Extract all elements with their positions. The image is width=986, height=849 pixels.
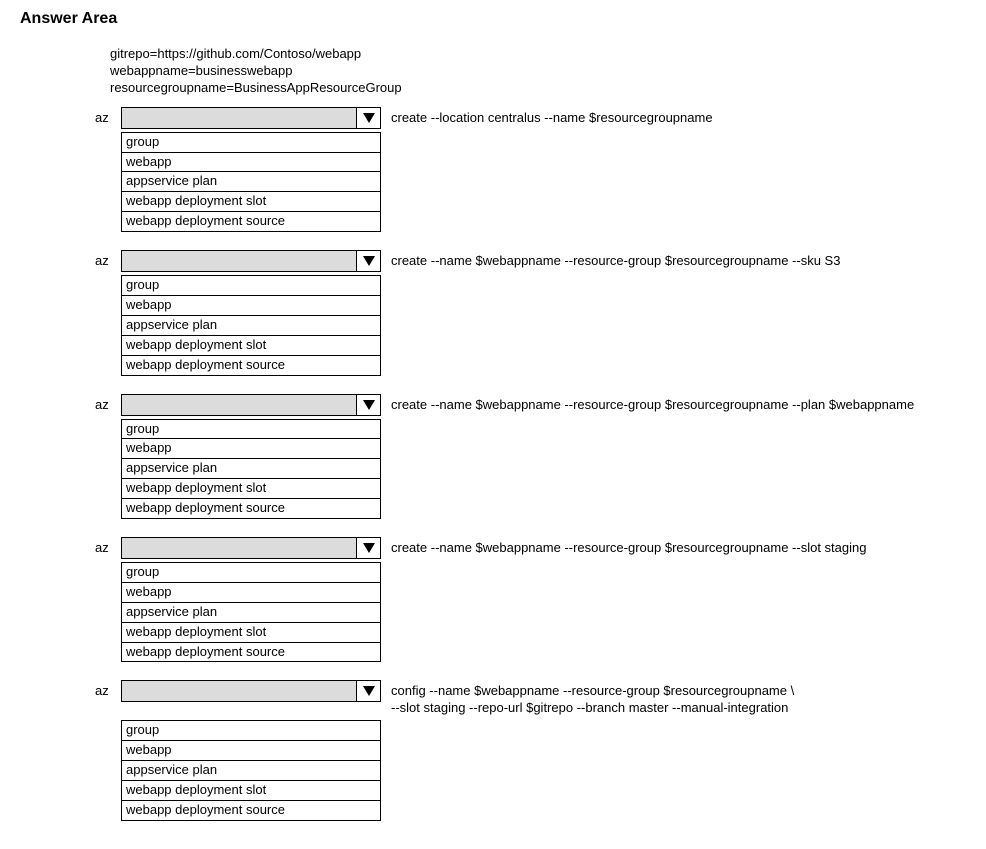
dropdown-option[interactable]: group [122, 276, 380, 296]
command-row: az create --name $webappname --resource-g… [95, 250, 966, 272]
dropdown-options-list: groupwebappappservice planwebapp deploym… [121, 132, 381, 232]
command-block: az create --name $webappname --resource-g… [95, 537, 966, 662]
command-dropdown[interactable] [121, 537, 381, 559]
dropdown-options-list: groupwebappappservice planwebapp deploym… [121, 275, 381, 375]
dropdown-option[interactable]: appservice plan [122, 459, 380, 479]
dropdown-option[interactable]: webapp deployment slot [122, 479, 380, 499]
dropdown-option[interactable]: webapp deployment source [122, 801, 380, 820]
chevron-down-icon[interactable] [356, 538, 380, 558]
dropdown-option[interactable]: webapp deployment source [122, 643, 380, 662]
dropdown-option[interactable]: appservice plan [122, 761, 380, 781]
dropdown-option[interactable]: webapp [122, 583, 380, 603]
command-dropdown[interactable] [121, 107, 381, 129]
dropdown-option[interactable]: webapp [122, 439, 380, 459]
page-title: Answer Area [20, 10, 966, 28]
dropdown-option[interactable]: webapp deployment slot [122, 623, 380, 643]
command-dropdown[interactable] [121, 250, 381, 272]
dropdown-option[interactable]: webapp deployment slot [122, 336, 380, 356]
var-line-1: gitrepo=https://github.com/Contoso/webap… [110, 46, 966, 63]
dropdown-option[interactable]: webapp [122, 741, 380, 761]
dropdown-option[interactable]: appservice plan [122, 603, 380, 623]
dropdown-option[interactable]: webapp deployment source [122, 356, 380, 375]
command-block: az create --name $webappname --resource-g… [95, 250, 966, 375]
az-prefix: az [95, 250, 115, 268]
dropdown-option[interactable]: webapp [122, 296, 380, 316]
az-prefix: az [95, 680, 115, 698]
dropdown-option[interactable]: webapp deployment source [122, 499, 380, 518]
variable-block: gitrepo=https://github.com/Contoso/webap… [110, 46, 966, 97]
dropdown-option[interactable]: group [122, 563, 380, 583]
command-row: az create --name $webappname --resource-g… [95, 537, 966, 559]
dropdown-option[interactable]: group [122, 420, 380, 440]
command-suffix: create --name $webappname --resource-gro… [391, 537, 866, 557]
dropdown-option[interactable]: webapp deployment slot [122, 781, 380, 801]
var-line-3: resourcegroupname=BusinessAppResourceGro… [110, 80, 966, 97]
dropdown-option[interactable]: appservice plan [122, 172, 380, 192]
command-suffix: config --name $webappname --resource-gro… [391, 680, 794, 717]
command-row: az config --name $webappname --resource-g… [95, 680, 966, 717]
var-line-2: webappname=businesswebapp [110, 63, 966, 80]
dropdown-option[interactable]: group [122, 721, 380, 741]
chevron-down-icon[interactable] [356, 251, 380, 271]
command-suffix: create --name $webappname --resource-gro… [391, 250, 840, 270]
command-row: az create --name $webappname --resource-g… [95, 394, 966, 416]
dropdown-option[interactable]: webapp deployment slot [122, 192, 380, 212]
dropdown-options-list: groupwebappappservice planwebapp deploym… [121, 562, 381, 662]
command-block: az create --location centralus --name $re… [95, 107, 966, 232]
chevron-down-icon[interactable] [356, 108, 380, 128]
command-row: az create --location centralus --name $re… [95, 107, 966, 129]
az-prefix: az [95, 107, 115, 125]
dropdown-option[interactable]: webapp deployment source [122, 212, 380, 231]
dropdown-option[interactable]: appservice plan [122, 316, 380, 336]
command-suffix: create --name $webappname --resource-gro… [391, 394, 914, 414]
command-dropdown[interactable] [121, 394, 381, 416]
chevron-down-icon[interactable] [356, 681, 380, 701]
command-block: az config --name $webappname --resource-g… [95, 680, 966, 820]
az-prefix: az [95, 537, 115, 555]
dropdown-options-list: groupwebappappservice planwebapp deploym… [121, 419, 381, 519]
command-suffix: create --location centralus --name $reso… [391, 107, 713, 127]
dropdown-option[interactable]: webapp [122, 153, 380, 173]
dropdown-option[interactable]: group [122, 133, 380, 153]
chevron-down-icon[interactable] [356, 395, 380, 415]
dropdown-options-list: groupwebappappservice planwebapp deploym… [121, 720, 381, 820]
command-block: az create --name $webappname --resource-g… [95, 394, 966, 519]
az-prefix: az [95, 394, 115, 412]
command-dropdown[interactable] [121, 680, 381, 702]
